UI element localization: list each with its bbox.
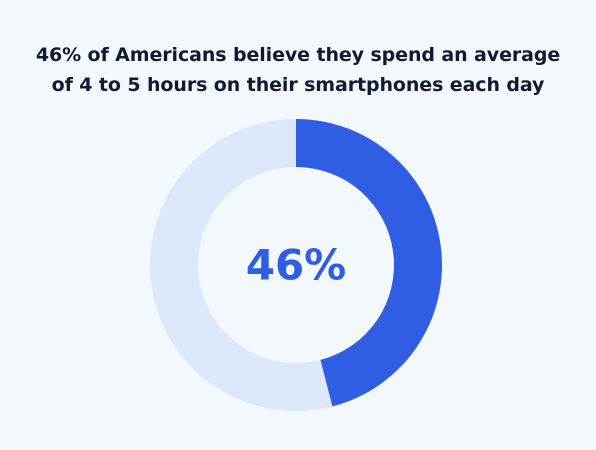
chart-title: 46% of Americans believe they spend an a… — [0, 40, 596, 100]
donut-slices — [149, 119, 442, 412]
donut-slice-1 — [296, 119, 442, 407]
chart-title-line-2: of 4 to 5 hours on their smartphones eac… — [51, 74, 545, 96]
chart-title-line-1: 46% of Americans believe they spend an a… — [35, 44, 561, 66]
donut-slice-2 — [149, 119, 333, 412]
center-value-label: 46% — [246, 241, 347, 290]
